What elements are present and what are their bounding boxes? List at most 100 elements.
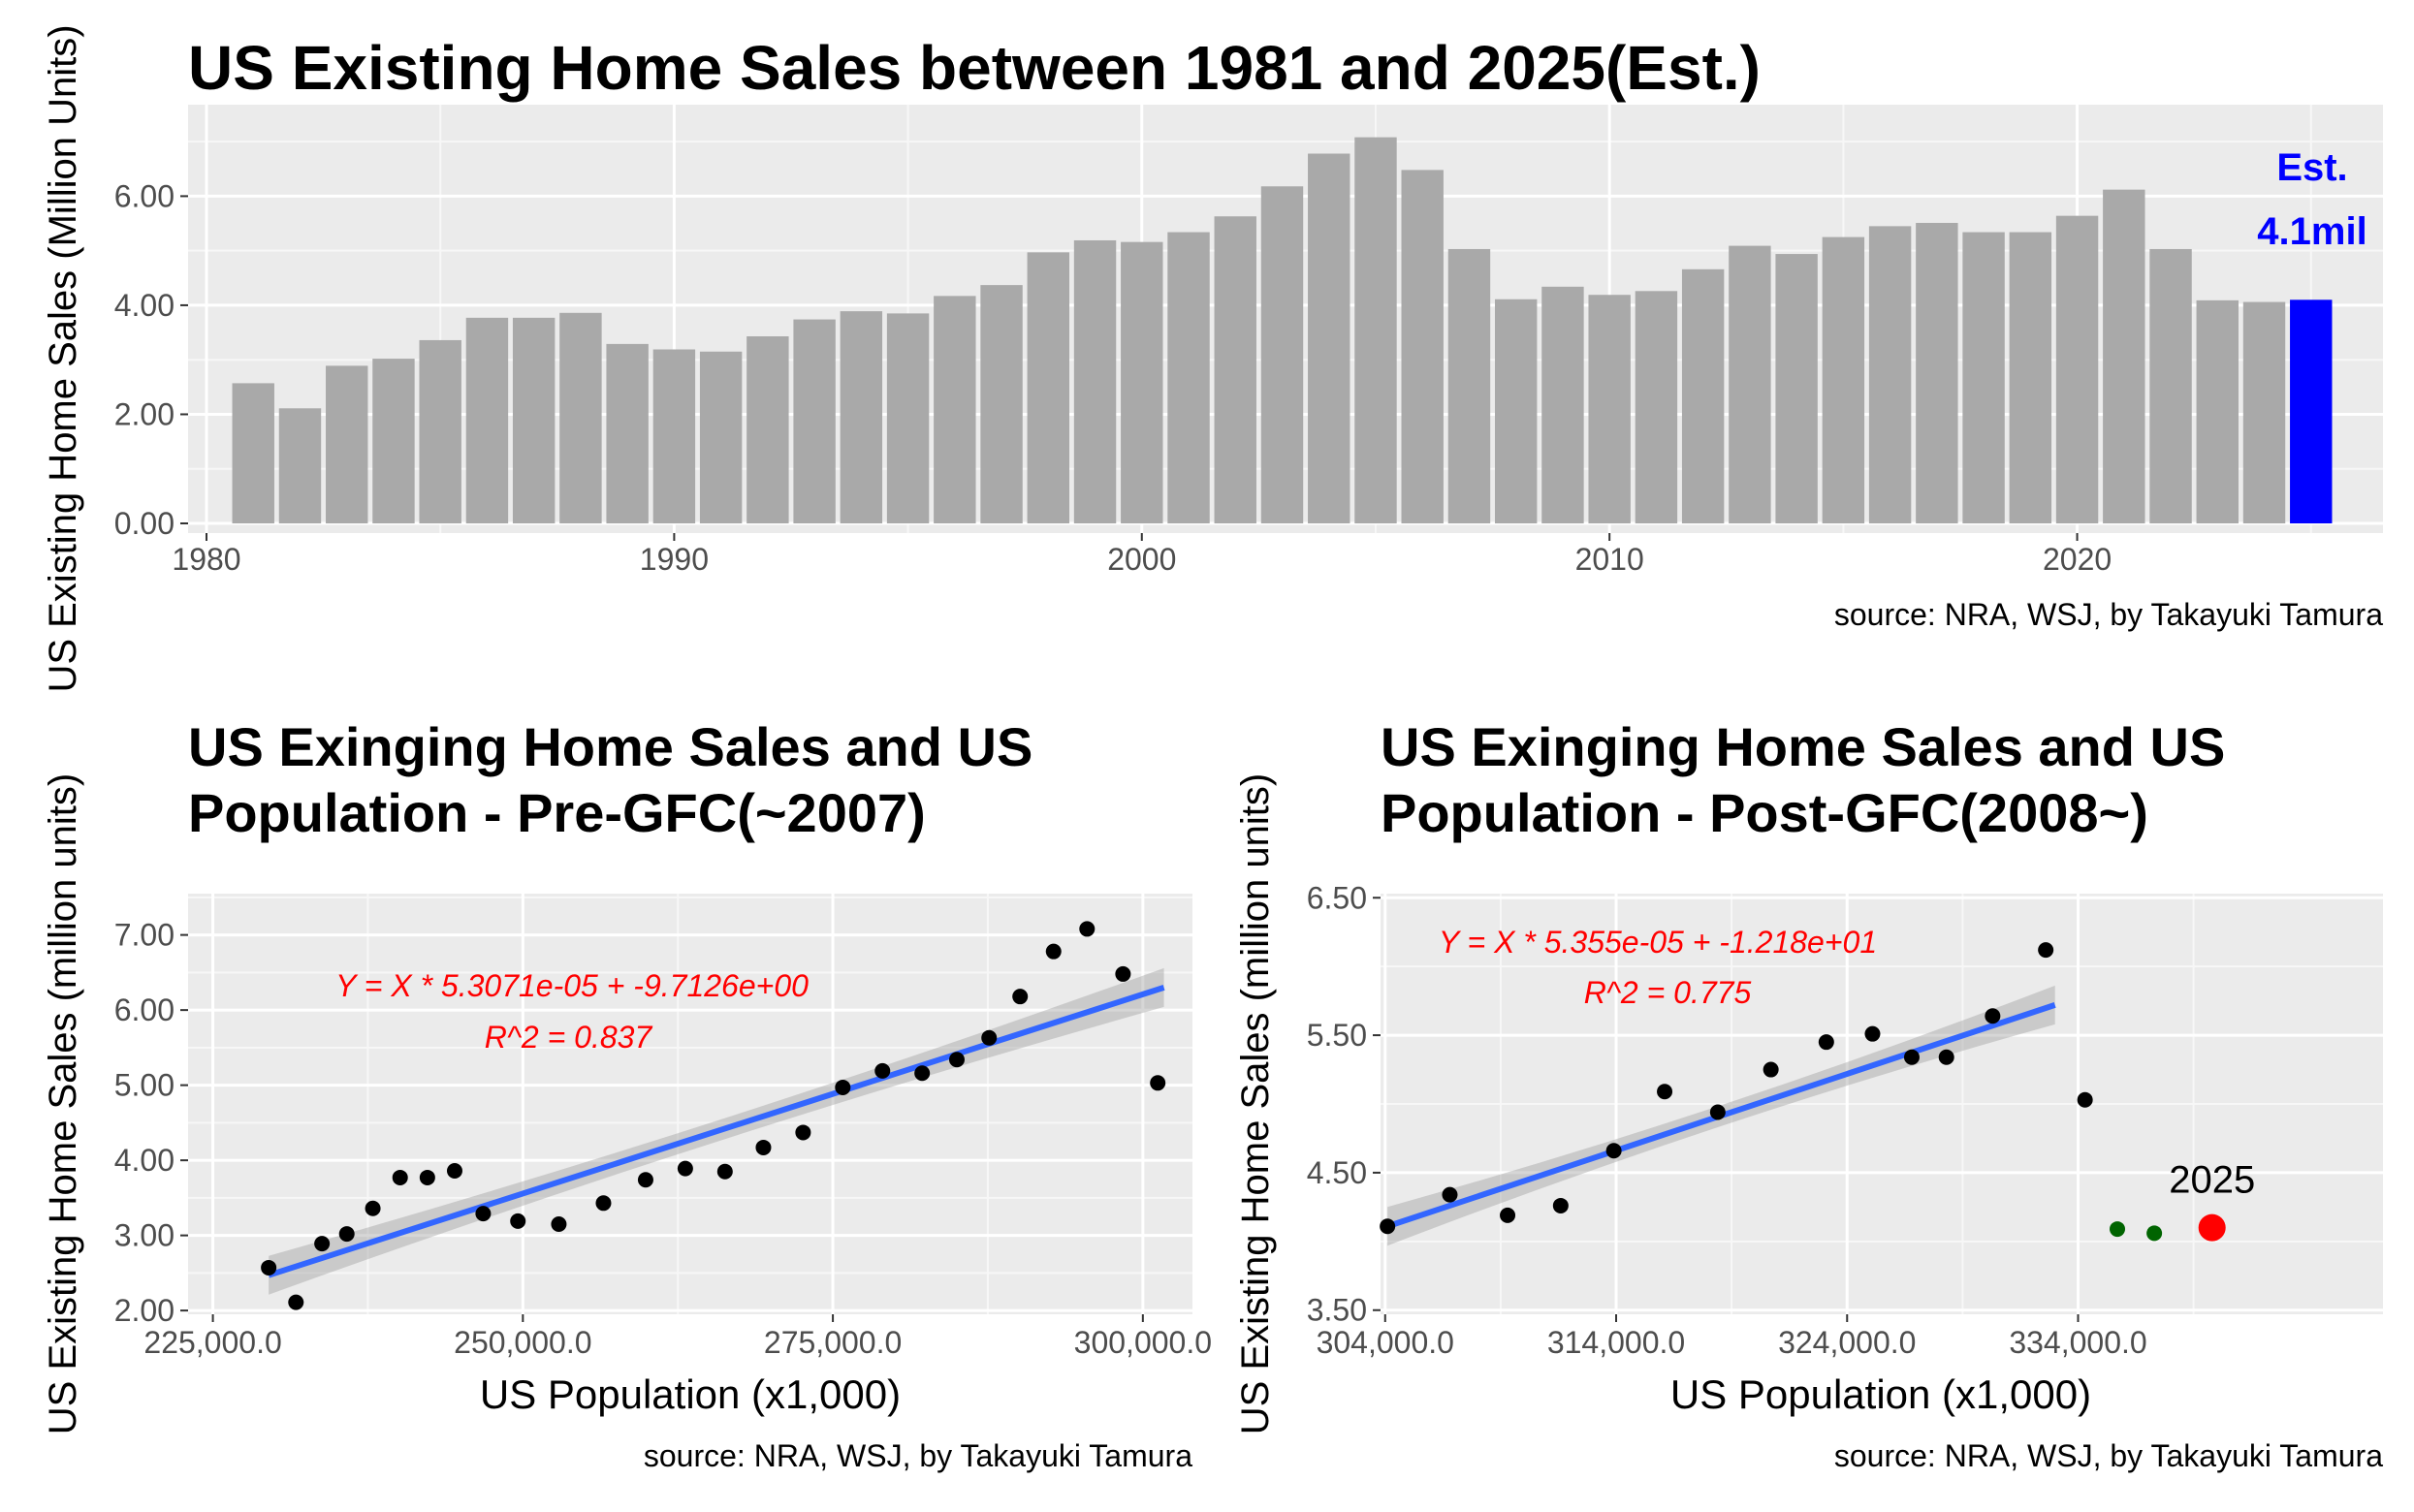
data-point (510, 1213, 526, 1229)
post-gfc-source: source: NRA, WSJ, by Takayuki Tamura (1834, 1438, 2383, 1473)
bar-chart-y-axis-label: US Existing Home Sales (Million Units) (42, 24, 84, 692)
data-point (446, 1162, 462, 1179)
bar-1998 (1027, 252, 1070, 523)
post-gfc-y-axis-label: US Existing Home Sales (million units) (1234, 773, 1277, 1434)
data-point (835, 1079, 851, 1095)
data-point (1115, 965, 1131, 982)
post-gfc-x-ticks: 304,000.0 314,000.0 324,000.0 334,000.0 (1317, 1314, 2147, 1360)
bar-2009 (1541, 286, 1584, 523)
bar-1999 (1073, 239, 1117, 523)
bar-1988 (559, 312, 602, 523)
pre-gfc-x-axis-label: US Population (x1,000) (480, 1371, 901, 1417)
data-point (677, 1160, 693, 1177)
data-point (981, 1029, 998, 1046)
bar-2019 (2009, 232, 2052, 523)
data-point (1818, 1034, 1834, 1051)
data-point (419, 1169, 435, 1185)
bar-1995 (886, 313, 930, 523)
x-tick-label: 250,000.0 (454, 1325, 591, 1360)
bar-2011 (1635, 291, 1678, 523)
x-tick-label: 314,000.0 (1547, 1325, 1685, 1360)
pre-gfc-grid (188, 894, 1192, 1314)
bar-1983 (326, 365, 368, 523)
post-gfc-equation: Y = X * 5.355e-05 + -1.218e+01 (1439, 925, 1877, 960)
bar-1986 (465, 317, 509, 523)
data-point (314, 1236, 331, 1252)
post-gfc-scatter-chart: US Exinging Home Sales and US Population… (1234, 716, 2383, 1473)
x-tick-label: 2010 (1575, 542, 1644, 577)
y-tick-label: 0.00 (114, 506, 175, 541)
pre-gfc-y-axis-label: US Existing Home Sales (million units) (42, 773, 84, 1434)
bar-chart-y-ticks: 0.00 2.00 4.00 6.00 (114, 178, 188, 541)
data-point (1938, 1049, 1954, 1065)
x-tick-label: 2000 (1107, 542, 1176, 577)
bar-1985 (419, 339, 461, 523)
y-tick-label: 2.00 (114, 396, 175, 431)
x-tick-label: 1980 (172, 542, 240, 577)
pre-gfc-x-ticks: 225,000.0 250,000.0 275,000.0 300,000.0 (143, 1314, 1212, 1360)
data-point (716, 1163, 733, 1180)
bar-2000 (1121, 241, 1163, 523)
recent-data-point (2110, 1221, 2126, 1238)
pre-gfc-y-ticks: 2.00 3.00 4.00 5.00 6.00 7.00 (114, 918, 188, 1328)
data-point (795, 1124, 811, 1141)
data-point (288, 1294, 304, 1310)
bar-2020 (2055, 215, 2099, 523)
x-tick-label: 324,000.0 (1778, 1325, 1916, 1360)
x-tick-label: 2020 (2043, 542, 2112, 577)
post-gfc-title-line2: Population - Post-GFC(2008~) (1381, 782, 2148, 843)
data-point (1864, 1025, 1881, 1042)
data-point (637, 1172, 653, 1188)
data-point (475, 1206, 492, 1222)
bar-2021 (2103, 189, 2145, 523)
bar-estimate-2025 (2290, 299, 2333, 523)
y-tick-label: 3.50 (1307, 1293, 1367, 1328)
pre-gfc-equation: Y = X * 5.3071e-05 + -9.7126e+00 (335, 968, 809, 1003)
pre-gfc-scatter-chart: US Exinging Home Sales and US Population… (42, 716, 1212, 1473)
data-point (1709, 1104, 1726, 1120)
data-point (1605, 1143, 1622, 1159)
data-point (595, 1195, 612, 1212)
data-point (261, 1259, 277, 1276)
bar-2015 (1822, 236, 1865, 523)
pre-gfc-title-line1: US Exinging Home Sales and US (188, 716, 1032, 777)
y-tick-label: 5.50 (1307, 1018, 1367, 1053)
y-tick-label: 5.00 (114, 1068, 175, 1103)
data-point (1657, 1084, 1673, 1100)
y-tick-label: 6.50 (1307, 880, 1367, 915)
bar-1984 (372, 359, 415, 523)
data-point (2038, 942, 2054, 959)
bar-2006 (1401, 170, 1444, 523)
bar-chart-source: source: NRA, WSJ, by Takayuki Tamura (1834, 597, 2383, 632)
post-gfc-points (1380, 942, 2226, 1242)
bar-2016 (1868, 226, 1912, 523)
bar-2017 (1916, 222, 1958, 523)
data-point (551, 1216, 567, 1232)
y-tick-label: 2.00 (114, 1293, 175, 1328)
bar-2018 (1962, 232, 2005, 523)
y-tick-label: 4.50 (1307, 1155, 1367, 1190)
data-point (338, 1226, 355, 1243)
bar-2008 (1494, 299, 1538, 523)
pre-gfc-fit (268, 967, 1165, 1295)
bar-2010 (1588, 295, 1631, 523)
post-gfc-r-squared: R^2 = 0.775 (1584, 975, 1752, 1010)
bar-2013 (1729, 245, 1771, 523)
bar-2001 (1167, 232, 1210, 523)
bar-chart-x-ticks: 1980 1990 2000 2010 2020 (172, 533, 2112, 577)
data-point (1552, 1197, 1569, 1213)
bar-1989 (606, 343, 649, 523)
bar-1987 (512, 317, 556, 523)
bar-2003 (1260, 186, 1304, 523)
x-tick-label: 225,000.0 (143, 1325, 281, 1360)
pre-gfc-source: source: NRA, WSJ, by Takayuki Tamura (644, 1438, 1192, 1473)
data-point (1500, 1207, 1516, 1223)
data-point (392, 1169, 408, 1185)
bar-2023 (2196, 299, 2239, 523)
pre-gfc-panel (188, 894, 1192, 1314)
y-tick-label: 7.00 (114, 918, 175, 953)
bar-1991 (699, 351, 743, 523)
y-tick-label: 4.00 (114, 288, 175, 323)
x-tick-label: 1990 (640, 542, 709, 577)
